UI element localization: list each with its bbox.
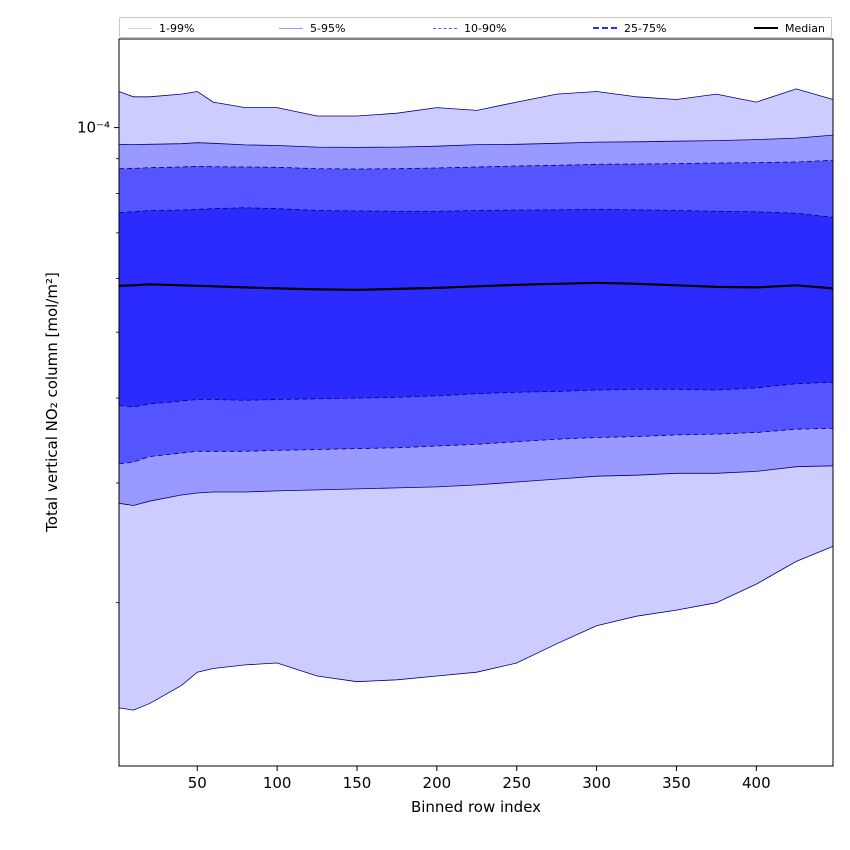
plot-frame [118, 38, 834, 767]
legend: 1-99% 5-95% 10-90% 25-75% Median [119, 17, 832, 38]
x-tick-label-250: 250 [502, 774, 531, 792]
x-tick-label-200: 200 [423, 774, 452, 792]
x-tick-label-300: 300 [582, 774, 611, 792]
legend-item-10-90: 10-90% [433, 21, 506, 35]
band-1-99-lower-line [118, 546, 834, 711]
percentile-bands [119, 88, 833, 711]
band-edge-lines [118, 88, 834, 711]
x-tick-label-150: 150 [343, 774, 372, 792]
median-line [118, 281, 834, 292]
legend-swatch-10-90 [433, 27, 457, 29]
legend-swatch-5-95 [279, 27, 303, 29]
legend-label-median: Median [785, 21, 826, 35]
legend-swatch-1-99 [128, 27, 152, 29]
legend-label-25-75: 25-75% [624, 21, 667, 35]
y-axis-label: Total vertical NO₂ column [mol/m²] [43, 272, 61, 533]
band-10-90-lower-line [118, 427, 834, 465]
band-10-90-upper-line [118, 159, 834, 170]
band-5-95-lower-line [118, 465, 834, 506]
x-tick-label-100: 100 [263, 774, 292, 792]
legend-swatch-median [754, 27, 778, 29]
band-1-99-upper-line [118, 88, 834, 117]
legend-item-25-75: 25-75% [593, 21, 666, 35]
legend-swatch-25-75 [593, 27, 617, 29]
x-tick-label-350: 350 [662, 774, 691, 792]
x-axis-ticks: 50 100 150 200 250 300 350 400 [188, 766, 771, 792]
legend-item-5-95: 5-95% [279, 21, 345, 35]
x-tick-label-50: 50 [188, 774, 207, 792]
band-25-75 [119, 207, 833, 407]
median-series [118, 281, 834, 292]
band-5-95-upper-line [118, 134, 834, 148]
band-25-75-lower-line [118, 381, 834, 408]
legend-label-1-99: 1-99% [159, 21, 195, 35]
legend-label-10-90: 10-90% [464, 21, 507, 35]
legend-item-1-99: 1-99% [128, 21, 194, 35]
band-25-75-upper-line [118, 207, 834, 218]
y-tick-label: 10⁻⁴ [77, 119, 110, 137]
legend-label-5-95: 5-95% [310, 21, 346, 35]
x-tick-label-400: 400 [742, 774, 771, 792]
y-axis-ticks: 10⁻⁴ [77, 119, 119, 604]
x-axis-label: Binned row index [411, 798, 541, 816]
legend-item-median: Median [754, 21, 825, 35]
